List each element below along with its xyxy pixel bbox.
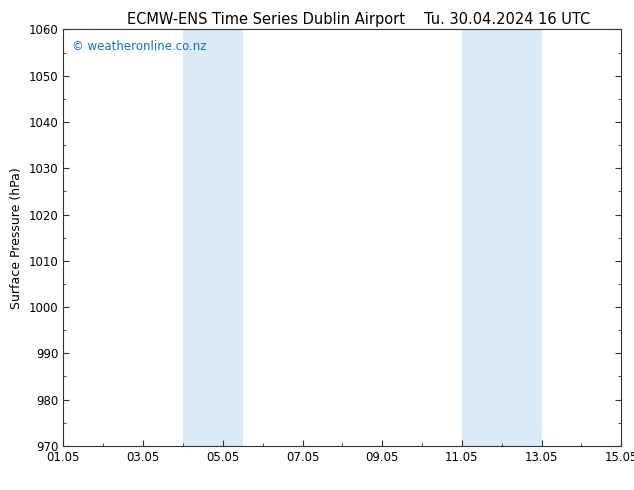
Text: ECMW-ENS Time Series Dublin Airport: ECMW-ENS Time Series Dublin Airport — [127, 12, 405, 27]
Bar — [462, 29, 541, 446]
Text: © weatheronline.co.nz: © weatheronline.co.nz — [72, 40, 206, 53]
Bar — [183, 29, 243, 446]
Y-axis label: Surface Pressure (hPa): Surface Pressure (hPa) — [10, 167, 23, 309]
Text: Tu. 30.04.2024 16 UTC: Tu. 30.04.2024 16 UTC — [424, 12, 590, 27]
